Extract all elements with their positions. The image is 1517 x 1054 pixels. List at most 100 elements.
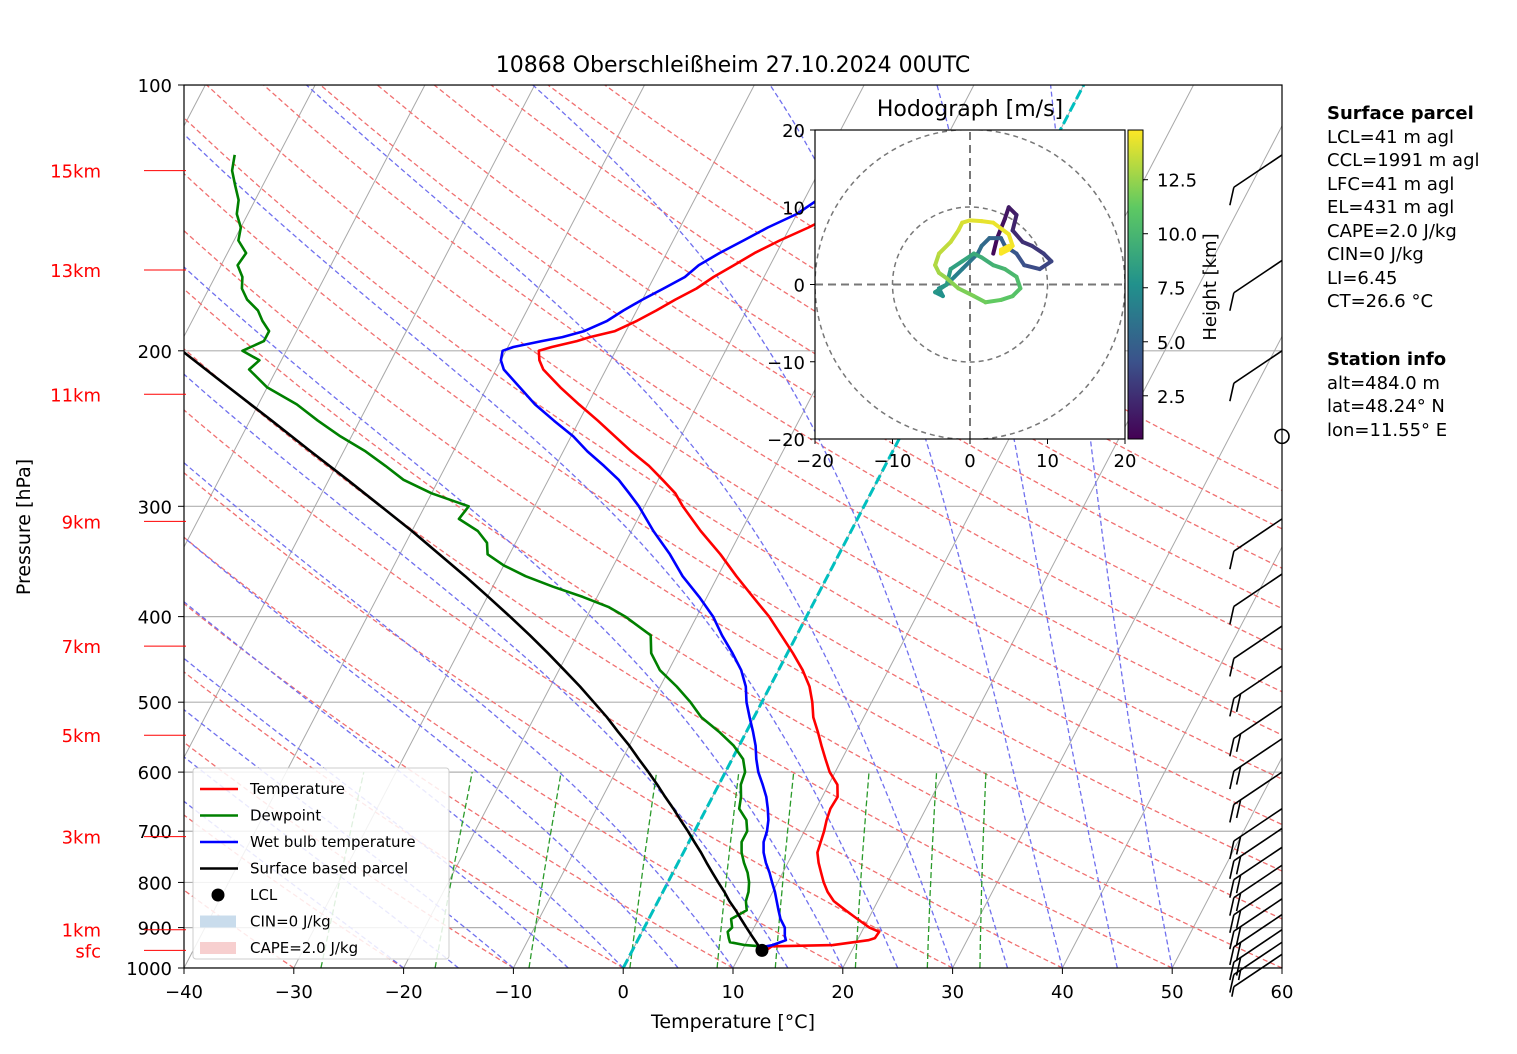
hodograph-segment bbox=[937, 240, 953, 256]
wind-barb bbox=[1229, 259, 1283, 311]
pressure-tick-label: 300 bbox=[138, 497, 172, 518]
hodo-y-tick-label: −20 bbox=[767, 430, 805, 451]
wind-barbs bbox=[1229, 154, 1290, 997]
wind-barb bbox=[1229, 738, 1283, 790]
hodo-x-tick-label: −10 bbox=[874, 451, 912, 472]
parcel-line: LCL=41 m agl bbox=[1327, 126, 1455, 148]
hodograph-segment bbox=[999, 243, 1011, 252]
hodograph-segment bbox=[1010, 212, 1019, 233]
hodograph-segment bbox=[944, 267, 953, 287]
isotherm bbox=[184, 85, 316, 338]
colorbar-label: Height [km] bbox=[1200, 233, 1221, 340]
legend-label: Surface based parcel bbox=[250, 860, 408, 878]
barb-staff bbox=[1233, 625, 1283, 660]
x-tick-label: −30 bbox=[275, 982, 313, 1003]
hodo-y-tick-label: 10 bbox=[782, 198, 805, 219]
barb-staff bbox=[1233, 846, 1283, 881]
pressure-tick-label: 1000 bbox=[126, 959, 172, 980]
dry-adiabat bbox=[184, 172, 1282, 872]
barb-flag bbox=[1229, 974, 1235, 993]
barb-flag bbox=[1229, 770, 1235, 790]
wind-barb bbox=[1231, 953, 1283, 997]
pressure-tick-label: 500 bbox=[138, 693, 172, 714]
barb-staff bbox=[1233, 929, 1283, 963]
hodo-x-tick-label: 20 bbox=[1114, 451, 1137, 472]
y-axis-label: Pressure [hPa] bbox=[13, 459, 35, 595]
wind-barb bbox=[1229, 807, 1283, 860]
barb-flag bbox=[1235, 693, 1242, 713]
wind-barb bbox=[1229, 846, 1283, 898]
hodograph-segment bbox=[956, 286, 976, 299]
moist-adiabat bbox=[184, 461, 734, 968]
mixing-ratio-line bbox=[528, 771, 562, 968]
barb-flag bbox=[1229, 879, 1235, 898]
barb-flag bbox=[1229, 914, 1235, 933]
mixing-ratio-line bbox=[774, 772, 795, 968]
parcel-line: EL=431 m agl bbox=[1327, 197, 1455, 218]
hodo-x-tick-label: −20 bbox=[796, 451, 834, 472]
surface-parcel-info: Surface parcel LCL=41 m agl CCL=1991 m a… bbox=[1327, 102, 1480, 314]
pressure-tick-label: 400 bbox=[138, 608, 172, 629]
legend-lcl-marker bbox=[211, 888, 225, 902]
colorbar-tick-label: 7.5 bbox=[1157, 279, 1186, 300]
station-line: lat=48.24° N bbox=[1327, 396, 1445, 417]
barb-staff bbox=[1233, 705, 1283, 740]
parcel-line: LFC=41 m agl bbox=[1327, 173, 1455, 195]
barb-flag bbox=[1229, 931, 1235, 950]
hodograph-segment bbox=[991, 263, 1007, 272]
barb-flag bbox=[1229, 382, 1235, 402]
colorbar-tick-label: 10.0 bbox=[1157, 225, 1197, 246]
legend-label: CAPE=2.0 J/kg bbox=[250, 939, 358, 957]
pressure-axis-ticks: 100 200 300 400 500 600 700 800 900 1000 bbox=[126, 76, 184, 980]
hodograph-colorbar bbox=[1127, 129, 1144, 440]
wind-barb bbox=[1229, 665, 1283, 717]
barb-flag bbox=[1229, 961, 1235, 981]
hodograph-segment bbox=[991, 236, 1000, 256]
moist-adiabat bbox=[306, 85, 954, 968]
dry-adiabat bbox=[184, 347, 1173, 968]
wetbulb-line bbox=[499, 154, 889, 953]
hodograph-segment bbox=[948, 259, 965, 272]
x-tick-label: −40 bbox=[165, 982, 203, 1003]
hodo-y-tick-label: −10 bbox=[767, 353, 805, 374]
pressure-tick-label: 200 bbox=[138, 342, 172, 363]
moist-adiabat bbox=[184, 373, 789, 968]
dry-adiabat bbox=[184, 116, 1282, 826]
hodograph-segment bbox=[1030, 243, 1046, 256]
legend-label: CIN=0 J/kg bbox=[250, 913, 331, 931]
x-tick-label: 20 bbox=[831, 982, 854, 1003]
barb-staff bbox=[1233, 807, 1283, 842]
barb-flag bbox=[1235, 910, 1242, 929]
hodo-y-tick-label: 20 bbox=[782, 121, 805, 142]
barb-flag bbox=[1229, 292, 1235, 311]
isotherm bbox=[952, 335, 1282, 968]
pressure-tick-label: 600 bbox=[138, 763, 172, 784]
moist-adiabat bbox=[532, 85, 1009, 968]
x-tick-label: 0 bbox=[617, 982, 628, 1003]
mixing-ratio-line bbox=[979, 772, 987, 968]
barb-flag bbox=[1229, 946, 1235, 966]
legend-label: Wet bulb temperature bbox=[250, 833, 416, 851]
colorbar-tick-label: 2.5 bbox=[1157, 387, 1186, 408]
x-tick-label: −20 bbox=[385, 982, 423, 1003]
station-line: lon=11.55° E bbox=[1327, 419, 1448, 441]
hodograph-segment bbox=[933, 251, 941, 268]
parcel-line: CT=26.6 °C bbox=[1327, 291, 1434, 312]
pressure-tick-label: 800 bbox=[138, 873, 172, 894]
hodograph-segment bbox=[971, 294, 988, 305]
hodograph-segment bbox=[944, 276, 961, 291]
barb-flag bbox=[1229, 606, 1235, 625]
barb-flag bbox=[1229, 738, 1235, 757]
skewt-profiles bbox=[184, 154, 914, 957]
hodograph-segment bbox=[948, 228, 961, 245]
pressure-tick-label: 100 bbox=[138, 76, 172, 97]
dry-adiabat bbox=[184, 229, 1282, 920]
height-tick-label: 15km bbox=[50, 162, 101, 183]
hodo-y-tick-label: 0 bbox=[794, 276, 805, 297]
barb-staff bbox=[1233, 665, 1283, 700]
parcel-line bbox=[184, 350, 765, 954]
x-axis-ticks: −40 −30 −20 −10 0 10 20 30 40 50 60 bbox=[165, 968, 1293, 1003]
parcel-line: CAPE=2.0 J/kg bbox=[1327, 220, 1457, 242]
barb-flag bbox=[1235, 799, 1242, 819]
